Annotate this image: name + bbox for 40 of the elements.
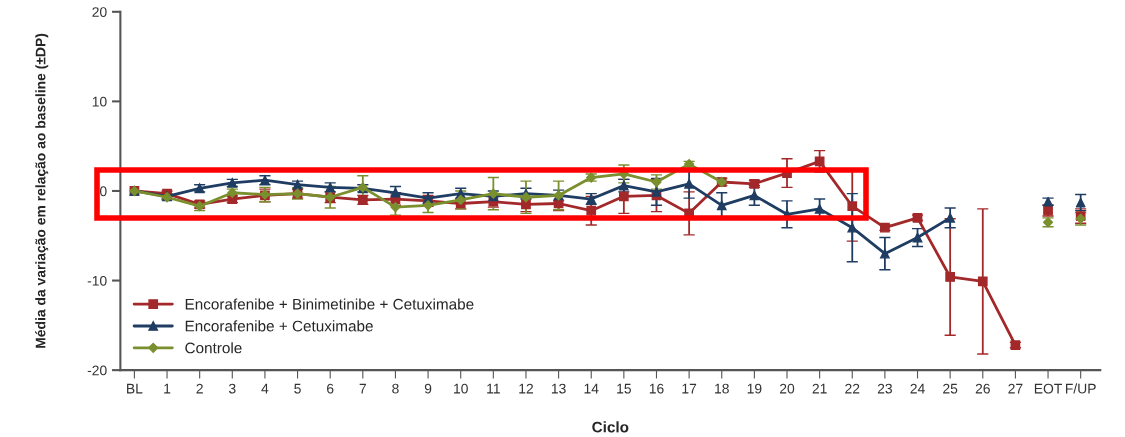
x-tick-label: 4 <box>261 383 269 394</box>
legend-label: Encorafenibe + Binimetinibe + Cetuximabe <box>185 298 474 310</box>
x-tick-label: 21 <box>812 383 827 394</box>
x-tick-label: 6 <box>327 383 334 394</box>
x-tick-label: 17 <box>682 383 697 394</box>
x-tick-label: 3 <box>228 383 236 394</box>
y-axis-title: Média da variação em relação ao baseline (±DP) <box>35 33 49 348</box>
x-tick-label: 26 <box>975 383 990 394</box>
x-tick-label: 24 <box>910 383 925 394</box>
x-tick-label: 15 <box>617 383 631 394</box>
x-tick-label: 9 <box>424 383 432 394</box>
x-tick-label: F/UP <box>1065 383 1096 394</box>
x-tick-label: 12 <box>519 383 533 394</box>
legend-label: Controle <box>185 342 242 354</box>
x-tick-label: EOT <box>1034 383 1062 394</box>
x-tick-label: 10 <box>454 383 468 394</box>
x-tick-label: 2 <box>196 383 203 394</box>
x-tick-label: 1 <box>164 383 171 394</box>
x-tick-label: 8 <box>392 383 399 394</box>
x-tick-label: 23 <box>877 383 893 394</box>
x-tick-label: BL <box>127 383 143 394</box>
x-axis-title: Ciclo <box>592 421 629 433</box>
legend-label: Encorafenibe + Cetuximabe <box>185 320 373 332</box>
x-tick-label: 18 <box>715 383 729 394</box>
x-tick-label: 20 <box>779 383 795 394</box>
x-tick-label: 25 <box>943 383 958 394</box>
y-tick-label: -10 <box>87 275 107 286</box>
x-tick-label: 22 <box>845 383 860 394</box>
y-tick-label: -20 <box>87 365 107 376</box>
x-tick-label: 27 <box>1008 383 1023 394</box>
x-tick-label: 5 <box>294 383 301 394</box>
x-tick-label: 19 <box>747 383 762 394</box>
x-tick-label: 14 <box>584 383 599 394</box>
x-tick-label: 11 <box>487 383 500 394</box>
x-tick-label: 13 <box>551 383 566 394</box>
y-tick-label: 10 <box>92 96 107 107</box>
y-tick-label: 0 <box>100 186 107 197</box>
x-tick-label: 7 <box>359 383 366 394</box>
y-tick-label: 20 <box>92 7 107 17</box>
x-tick-label: 16 <box>649 383 664 394</box>
